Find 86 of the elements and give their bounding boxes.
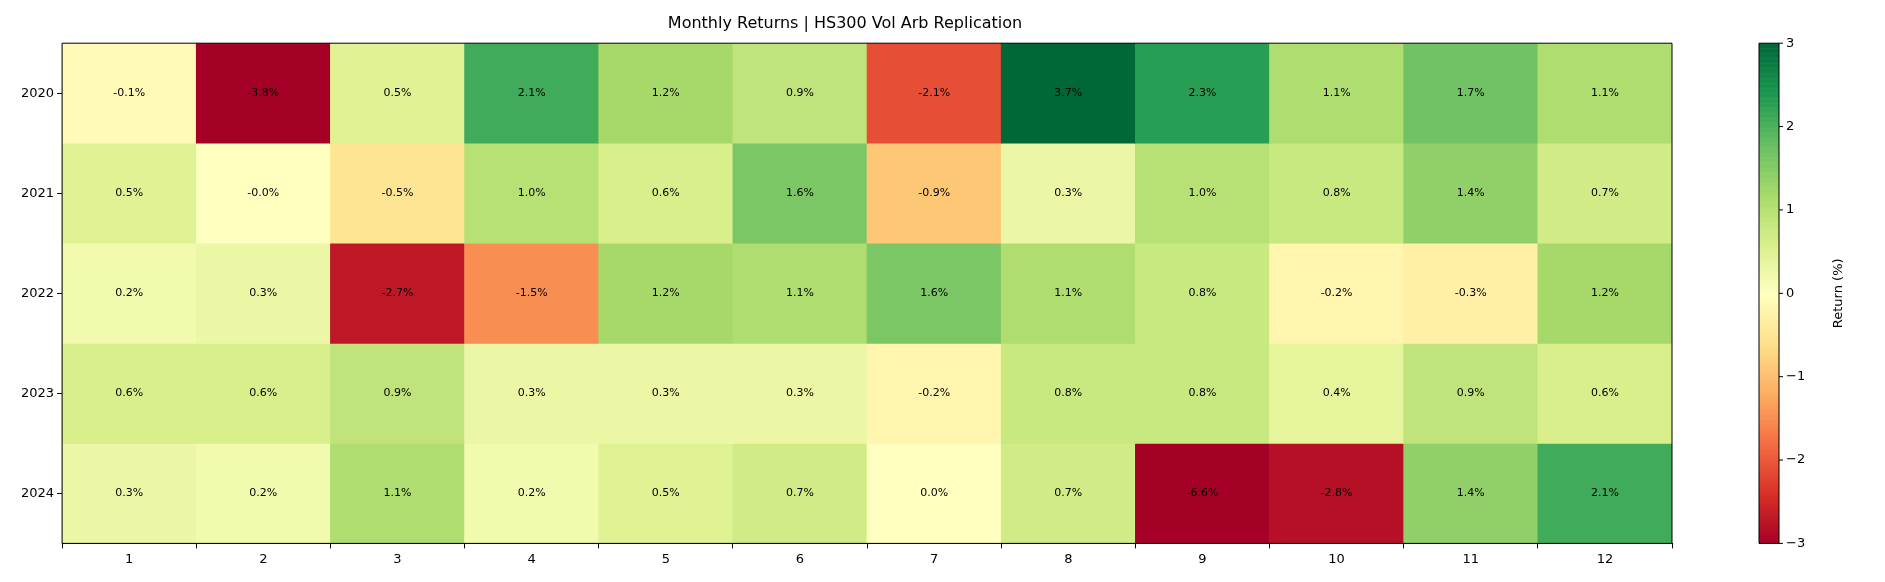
data-label: 0.9%	[383, 386, 412, 400]
data-label: 0.4%	[1322, 386, 1351, 400]
color-bar-label: −1	[1786, 368, 1806, 384]
data-label: -0.5%	[381, 186, 414, 200]
data-label: 1.1%	[1054, 286, 1083, 300]
data-label: 1.2%	[651, 286, 680, 300]
data-label: -3.8%	[247, 86, 280, 100]
data-label: 2.3%	[1188, 86, 1217, 100]
data-label: 0.3%	[249, 286, 278, 300]
data-label: 0.3%	[115, 486, 144, 500]
chart-title: Monthly Returns | HS300 Vol Arb Replication	[667, 12, 1023, 32]
data-label: 0.2%	[249, 486, 278, 500]
data-label: 0.6%	[249, 386, 278, 400]
x-tick-label: 12	[1596, 550, 1614, 566]
data-label: 0.3%	[651, 386, 680, 400]
x-tick-label: 5	[661, 550, 670, 566]
data-label: 2.1%	[1590, 486, 1619, 500]
data-label: -0.2%	[918, 386, 951, 400]
data-label: -1.5%	[515, 286, 548, 300]
data-label: -0.2%	[1320, 286, 1353, 300]
data-label: 1.1%	[383, 486, 412, 500]
data-label: 0.2%	[115, 286, 144, 300]
data-label: 0.3%	[517, 386, 546, 400]
data-label: 0.9%	[1456, 386, 1485, 400]
data-label: 1.6%	[920, 286, 949, 300]
data-label: 0.8%	[1188, 386, 1217, 400]
color-bar-label: −2	[1786, 451, 1806, 467]
data-label: 0.2%	[517, 486, 546, 500]
data-label: -2.8%	[1320, 486, 1353, 500]
data-label: 0.5%	[115, 186, 144, 200]
data-label: 0.5%	[383, 86, 412, 100]
x-tick-label: 1	[125, 550, 134, 566]
data-label: 0.7%	[1054, 486, 1083, 500]
data-label: 0.6%	[651, 186, 680, 200]
data-label: 0.3%	[1054, 186, 1083, 200]
data-label: 1.0%	[517, 186, 546, 200]
data-label: 0.8%	[1322, 186, 1351, 200]
data-label: 0.6%	[115, 386, 144, 400]
data-label: 1.1%	[1590, 86, 1619, 100]
x-tick-label: 11	[1462, 550, 1480, 566]
color-bar-label: −3	[1786, 534, 1806, 550]
y-tick-label: 2024	[20, 484, 55, 500]
y-tick-label: 2023	[20, 384, 55, 400]
data-label: -0.0%	[247, 186, 280, 200]
data-label: 0.5%	[651, 486, 680, 500]
data-label: 0.6%	[1590, 386, 1619, 400]
x-tick-label: 7	[929, 550, 939, 566]
data-label: 0.7%	[1590, 186, 1619, 200]
data-label: 1.2%	[1590, 286, 1619, 300]
data-label: -2.7%	[381, 286, 414, 300]
data-label: 0.0%	[920, 486, 949, 500]
color-bar-title: Return (%)	[1830, 258, 1846, 329]
x-tick-label: 4	[527, 550, 536, 566]
data-label: 2.1%	[517, 86, 546, 100]
data-label: 1.1%	[785, 286, 814, 300]
data-label: 0.7%	[785, 486, 814, 500]
color-bar-label: 1	[1786, 201, 1795, 217]
data-label: 1.7%	[1456, 86, 1485, 100]
data-label: 1.4%	[1456, 186, 1485, 200]
data-label: 0.3%	[785, 386, 814, 400]
y-tick-label: 2021	[20, 184, 55, 200]
color-bar-label: 2	[1786, 117, 1795, 133]
data-label: -2.1%	[918, 86, 951, 100]
x-tick-label: 3	[393, 550, 402, 566]
data-label: 1.0%	[1188, 186, 1217, 200]
x-tick-label: 10	[1328, 550, 1345, 566]
data-label: -0.9%	[918, 186, 951, 200]
data-label: 0.8%	[1188, 286, 1217, 300]
data-label: 1.4%	[1456, 486, 1485, 500]
data-label: 1.6%	[785, 186, 814, 200]
data-label: -6.6%	[1186, 486, 1219, 500]
y-tick-label: 2022	[20, 284, 55, 300]
x-tick-label: 6	[795, 550, 805, 566]
data-label: -0.1%	[113, 86, 146, 100]
data-label: -0.3%	[1454, 286, 1487, 300]
color-bar-label: 3	[1786, 34, 1795, 50]
x-tick-label: 2	[259, 550, 268, 566]
data-label: 3.7%	[1054, 86, 1083, 100]
x-tick-label: 9	[1198, 550, 1207, 566]
data-label: 0.8%	[1054, 386, 1083, 400]
data-label: 1.1%	[1322, 86, 1351, 100]
data-label: 0.9%	[785, 86, 814, 100]
x-tick-label: 8	[1064, 550, 1073, 566]
y-tick-label: 2020	[20, 84, 55, 100]
color-bar-label: 0	[1786, 284, 1795, 300]
data-label: 1.2%	[651, 86, 680, 100]
